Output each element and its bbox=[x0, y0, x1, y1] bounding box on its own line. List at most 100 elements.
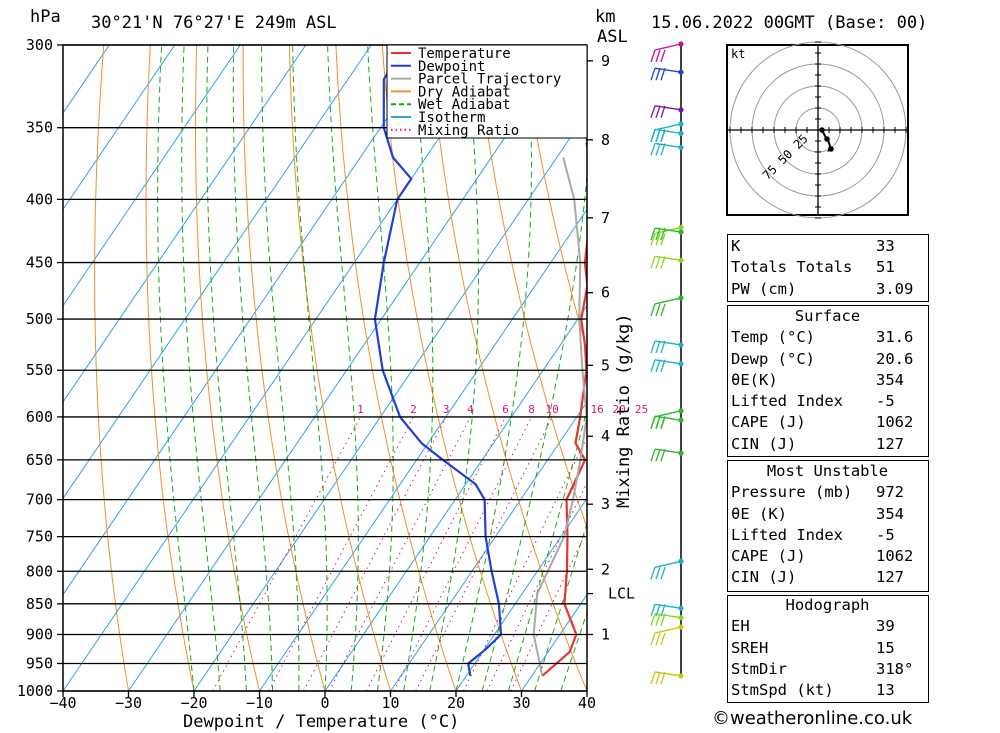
wind-barb-flag bbox=[660, 671, 666, 685]
isotherm-line bbox=[259, 208, 587, 691]
wind-barb-flag bbox=[650, 632, 656, 646]
dry-adiabat-line bbox=[195, 45, 260, 691]
dry-adiabat-line bbox=[242, 45, 326, 691]
wind-barb-flag bbox=[655, 68, 661, 81]
pressure-tick-label: 400 bbox=[26, 190, 53, 208]
hodograph-point bbox=[819, 127, 825, 133]
height-tick-label: 5 bbox=[601, 356, 610, 374]
x-tick-label: −20 bbox=[180, 694, 207, 712]
mu-value: 354 bbox=[876, 504, 904, 523]
pressure-tick-label: 550 bbox=[26, 361, 53, 379]
height-tick-label: 7 bbox=[601, 209, 610, 227]
hodograph-unit-label: kt bbox=[731, 47, 745, 61]
legend-label: Mixing Ratio bbox=[418, 123, 519, 139]
legend-label: Wet Adiabat bbox=[418, 97, 511, 113]
legend-label: Parcel Trajectory bbox=[418, 72, 561, 88]
wind-barb-shaft bbox=[654, 560, 682, 568]
isotherm-line bbox=[63, 45, 503, 691]
x-tick-label: −40 bbox=[49, 694, 76, 712]
pressure-tick-label: 1000 bbox=[17, 682, 53, 700]
indices-box bbox=[727, 234, 929, 302]
wind-barb-flag bbox=[650, 415, 656, 429]
wind-barbs bbox=[650, 41, 684, 685]
isotherm-line bbox=[193, 112, 587, 691]
wind-barb-flag bbox=[660, 613, 666, 626]
hodograph-params-table: Hodograph EH 39 SREH 15 StmDir 318° StmSpd … bbox=[727, 595, 928, 701]
wind-barb-flag bbox=[655, 448, 661, 462]
mixing-ratio-label: 8 bbox=[528, 403, 535, 416]
height-unit-label: km bbox=[595, 7, 615, 27]
height-unit-label-asl: ASL bbox=[597, 27, 628, 47]
hodo-label: EH bbox=[731, 617, 750, 636]
wind-barb-shaft bbox=[654, 626, 682, 634]
copyright-link[interactable]: ©weatheronline.co.uk bbox=[712, 708, 913, 729]
mu-label: θE (K) bbox=[731, 504, 787, 523]
wind-barb-flag bbox=[655, 129, 661, 142]
wet-adiabat-line bbox=[560, 610, 587, 691]
pressure-tick-label: 750 bbox=[26, 528, 53, 546]
wind-barb-flag bbox=[650, 256, 656, 269]
wind-barb-flag bbox=[660, 448, 666, 462]
wind-barb-flag bbox=[650, 613, 656, 626]
chart-header: hPa 30°21'N 76°27'E 249m ASL km ASL 15.0… bbox=[30, 7, 927, 47]
height-tick-label: 3 bbox=[601, 495, 610, 513]
dry-adiabat-line bbox=[335, 45, 457, 691]
dry-adiabat-line bbox=[521, 45, 587, 352]
wet-adiabat-line bbox=[327, 45, 359, 691]
wind-barb-flag bbox=[650, 233, 656, 246]
wet-adiabat-line bbox=[181, 45, 221, 691]
surface-value: 354 bbox=[876, 370, 904, 389]
wind-barb-flag bbox=[655, 415, 661, 429]
pressure-tick-label: 800 bbox=[26, 562, 53, 580]
mixing-ratio-label: 25 bbox=[635, 403, 648, 416]
wet-adiabat-line bbox=[455, 45, 532, 691]
wet-adiabat-line bbox=[157, 45, 195, 691]
x-tick-label: 30 bbox=[512, 694, 530, 712]
table-row: Lifted Index -5 bbox=[727, 391, 928, 412]
index-label: PW (cm) bbox=[731, 279, 797, 298]
dry-adiabat-line bbox=[94, 45, 129, 691]
mixing-ratio-label: 3 bbox=[443, 403, 450, 416]
wind-barb-flag bbox=[660, 340, 666, 354]
isotherm-line bbox=[324, 304, 587, 691]
legend-box bbox=[386, 44, 588, 139]
mixing-ratio-label: 10 bbox=[545, 403, 558, 416]
wind-barb-flag bbox=[655, 613, 661, 626]
wind-barb-dot bbox=[678, 615, 684, 621]
table-row: SREH 15 bbox=[727, 638, 928, 659]
surface-label: Dewp (°C) bbox=[731, 349, 815, 368]
datetime-title: 15.06.2022 00GMT (Base: 00) bbox=[651, 13, 927, 33]
surface-value: 127 bbox=[876, 434, 904, 453]
surface-label: CIN (J) bbox=[731, 434, 797, 453]
hodo-value: 39 bbox=[876, 617, 895, 636]
table-row: θE (K) 354 bbox=[727, 504, 928, 525]
table-row: CIN (J) 127 bbox=[727, 567, 928, 588]
pressure-tick-label: 600 bbox=[26, 408, 53, 426]
surface-value: -5 bbox=[876, 392, 895, 411]
location-title: 30°21'N 76°27'E 249m ASL bbox=[91, 13, 337, 33]
hodo-value: 318° bbox=[876, 659, 914, 678]
wind-barb-shaft bbox=[654, 123, 682, 131]
most-unstable-table: Most Unstable Pressure (mb) 972 θE (K) 354… bbox=[727, 461, 928, 589]
dewpoint-profile bbox=[373, 45, 503, 676]
x-tick-label: −30 bbox=[115, 694, 142, 712]
dry-adiabat-line bbox=[986, 45, 1000, 691]
wind-barb-flag bbox=[655, 143, 661, 156]
pressure-tick-label: 650 bbox=[26, 451, 53, 469]
mixing-ratio-line bbox=[268, 416, 414, 691]
mixing-ratio-line bbox=[303, 416, 447, 691]
wind-barb-flag bbox=[655, 233, 661, 246]
wind-barb-flag bbox=[660, 129, 666, 142]
mixing-ratio-line bbox=[328, 416, 471, 691]
x-tick-label: −10 bbox=[246, 694, 273, 712]
wind-barb-flag bbox=[660, 233, 666, 246]
pressure-tick-label: 700 bbox=[26, 491, 53, 509]
indices-table: K 33 Totals Totals 51 PW (cm) 3.09 bbox=[727, 236, 928, 300]
wind-barb-flag bbox=[650, 671, 656, 685]
x-tick-label: 40 bbox=[578, 694, 596, 712]
table-row: Lifted Index -5 bbox=[727, 525, 928, 546]
mu-value: 127 bbox=[876, 568, 904, 587]
table-row: Dewp (°C) 20.6 bbox=[727, 349, 928, 370]
